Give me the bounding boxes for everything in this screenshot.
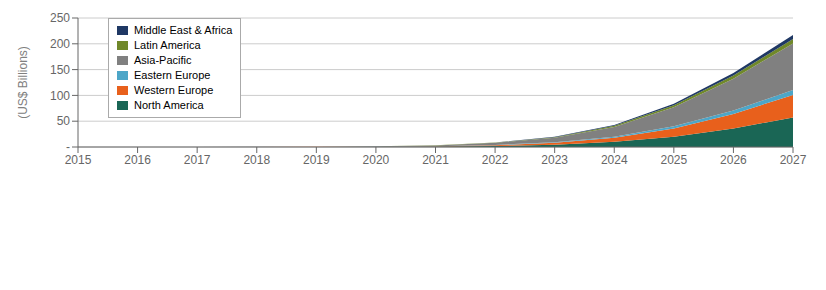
html-text:Middle East & Africa: Middle East & Africa (134, 24, 233, 36)
svg-text:250: 250 (50, 11, 70, 25)
svg-text:-: - (66, 140, 70, 154)
svg-text:2017: 2017 (184, 153, 211, 167)
svg-text:2026: 2026 (720, 153, 747, 167)
svg-text:2018: 2018 (243, 153, 270, 167)
svg-text:2022: 2022 (482, 153, 509, 167)
html-text:Asia-Pacific: Asia-Pacific (134, 54, 192, 66)
svg-text:2020: 2020 (363, 153, 390, 167)
html-text:North America: North America (134, 99, 204, 111)
svg-text:2016: 2016 (124, 153, 151, 167)
svg-text:2023: 2023 (541, 153, 568, 167)
svg-text:2024: 2024 (601, 153, 628, 167)
svg-text:2019: 2019 (303, 153, 330, 167)
svg-text:2015: 2015 (65, 153, 92, 167)
svg-text:200: 200 (50, 37, 70, 51)
html-text:Western Europe: Western Europe (134, 84, 214, 96)
svg-text:2025: 2025 (660, 153, 687, 167)
svg-text:100: 100 (50, 89, 70, 103)
svg-text:50: 50 (57, 114, 71, 128)
svg-text:(US$ Billions): (US$ Billions) (16, 46, 30, 119)
svg-text:2021: 2021 (422, 153, 449, 167)
html-text:Eastern Europe: Eastern Europe (134, 69, 211, 81)
html-text:Latin America: Latin America (134, 39, 201, 51)
svg-text:150: 150 (50, 63, 70, 77)
svg-text:2027: 2027 (780, 153, 807, 167)
